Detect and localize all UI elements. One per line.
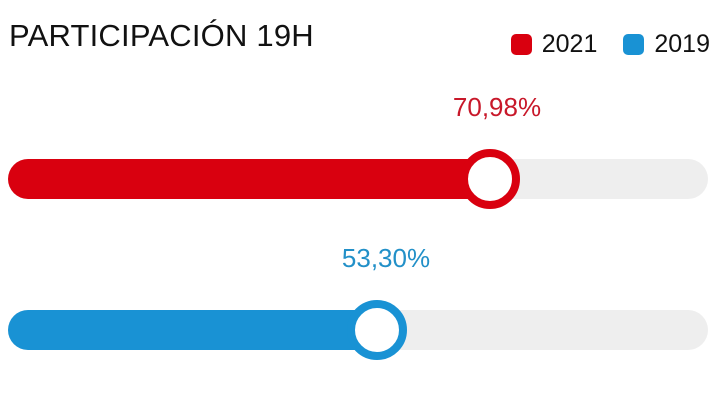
progress-knob-2021 [460, 149, 520, 209]
progress-fill-2021 [8, 159, 490, 199]
value-label-2021: 70,98% [452, 92, 542, 122]
value-label-2019: 53,30% [341, 243, 431, 273]
chart-title: PARTICIPACIÓN 19H [9, 18, 314, 53]
legend-item-2019: 2019 [623, 30, 710, 59]
legend-label-2019: 2019 [654, 30, 710, 58]
progress-track-2021 [8, 149, 708, 209]
legend-label-2021: 2021 [541, 30, 598, 58]
progress-knob-2019 [347, 300, 407, 360]
legend: 2021 2019 [485, 30, 710, 59]
legend-swatch-2021 [510, 34, 532, 55]
legend-item-2021: 2021 [510, 30, 598, 59]
progress-track-2019 [8, 300, 708, 360]
progress-fill-2019 [8, 310, 377, 350]
legend-swatch-2019 [623, 34, 645, 55]
